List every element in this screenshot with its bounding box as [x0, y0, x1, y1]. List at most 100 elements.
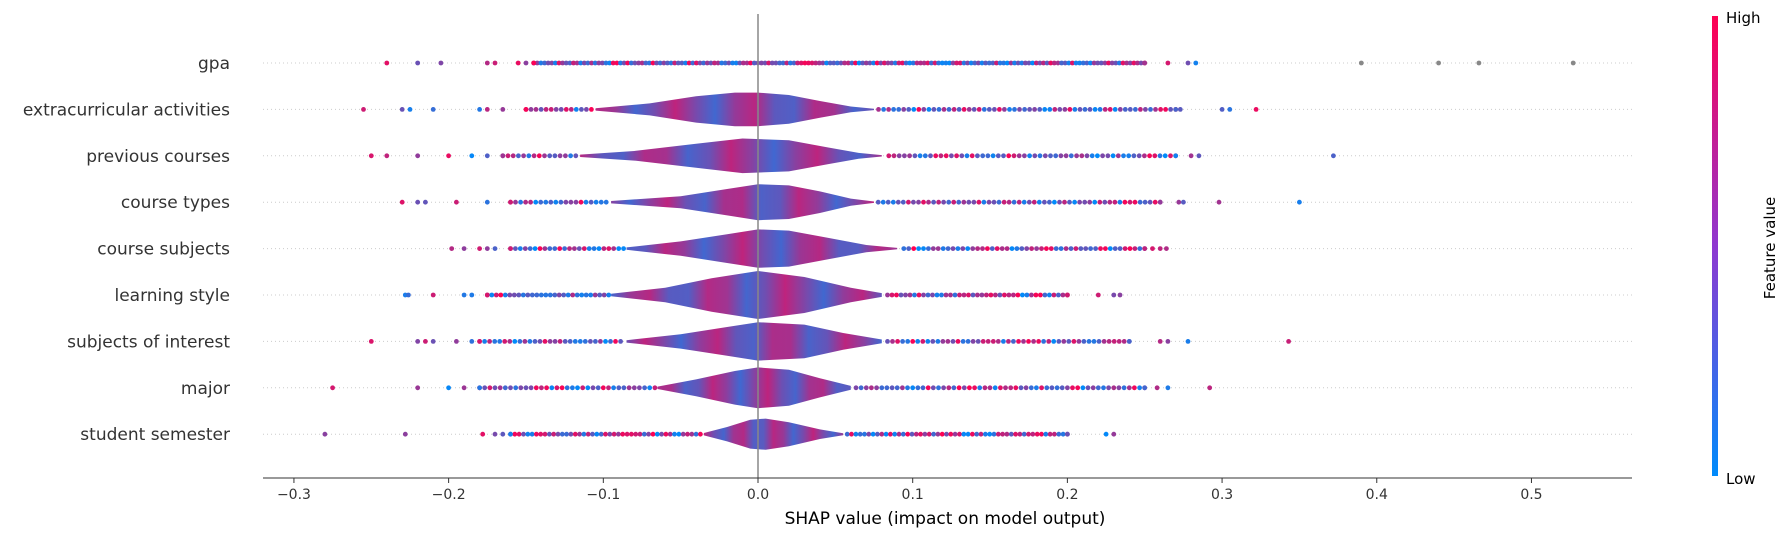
- feature-label: course subjects: [97, 240, 230, 260]
- shap-point: [1073, 60, 1079, 66]
- shap-point: [1009, 246, 1015, 252]
- shap-point: [1052, 199, 1057, 205]
- shap-point: [997, 292, 1003, 298]
- shap-point: [780, 60, 786, 66]
- x-tick-label: 0.1: [902, 487, 924, 503]
- shap-point: [777, 60, 782, 66]
- shap-point: [1017, 107, 1022, 112]
- shap-point: [1107, 199, 1113, 205]
- shap-point: [1115, 153, 1121, 159]
- shap-point: [1021, 199, 1027, 205]
- shap-point: [553, 60, 558, 66]
- shap-point: [1066, 60, 1072, 66]
- shap-point: [1331, 153, 1336, 159]
- x-tick-label: −0.1: [586, 487, 620, 503]
- shap-point: [631, 385, 637, 391]
- shap-point: [888, 431, 893, 437]
- shap-point: [528, 199, 533, 205]
- shap-point: [902, 153, 907, 159]
- shap-point: [863, 385, 869, 391]
- shap-point: [1111, 339, 1117, 344]
- shap-point: [1193, 60, 1199, 66]
- violin-shape: [626, 229, 898, 268]
- shap-point: [1051, 292, 1057, 298]
- shap-point: [939, 431, 945, 437]
- x-tick-label: 0.2: [1056, 487, 1078, 503]
- shap-point: [1131, 60, 1137, 66]
- feature-label: major: [181, 379, 230, 399]
- shap-point: [616, 246, 622, 252]
- shap-point: [610, 60, 616, 66]
- shap-point: [816, 60, 822, 66]
- shap-point: [560, 60, 565, 66]
- shap-point: [558, 107, 564, 112]
- shap-point: [943, 60, 949, 66]
- shap-point: [368, 153, 374, 159]
- shap-point: [551, 431, 557, 437]
- shap-point: [911, 246, 917, 252]
- shap-point: [910, 385, 916, 391]
- shap-point: [911, 199, 916, 205]
- shap-point: [1015, 292, 1021, 298]
- shap-point: [1027, 107, 1032, 112]
- shap-point: [930, 246, 936, 252]
- shap-point: [564, 385, 570, 391]
- shap-point: [484, 292, 490, 298]
- shap-point: [1073, 246, 1079, 252]
- shap-point: [1135, 60, 1140, 66]
- shap-point: [454, 339, 459, 344]
- shap-point: [583, 199, 589, 205]
- shap-point: [889, 60, 894, 66]
- shap-point: [562, 339, 568, 344]
- shap-point: [916, 107, 922, 112]
- shap-point: [1107, 107, 1113, 112]
- shap-point: [513, 385, 519, 391]
- shap-point: [1046, 339, 1052, 344]
- shap-point: [1006, 153, 1012, 159]
- shap-point: [900, 339, 905, 344]
- shap-point: [751, 60, 757, 66]
- shap-point: [926, 107, 932, 112]
- shap-point: [737, 60, 743, 66]
- shap-point: [896, 153, 902, 159]
- shap-point: [715, 60, 721, 66]
- shap-point: [1016, 199, 1022, 205]
- shap-point: [502, 292, 508, 298]
- shap-point: [547, 339, 553, 344]
- shap-point: [561, 292, 567, 298]
- shap-point: [906, 199, 911, 205]
- shap-point: [1026, 431, 1031, 437]
- shap-point: [430, 292, 436, 298]
- shap-point: [1095, 153, 1100, 159]
- shap-point: [1147, 153, 1152, 159]
- shap-point: [498, 292, 504, 298]
- shap-point: [965, 339, 971, 344]
- shap-point: [1026, 60, 1032, 66]
- shap-point: [1120, 60, 1126, 66]
- shap-point: [594, 431, 600, 437]
- shap-point: [898, 292, 904, 298]
- shap-point: [1102, 60, 1108, 66]
- shap-point: [980, 153, 986, 159]
- shap-point: [556, 60, 562, 66]
- shap-point: [592, 292, 598, 298]
- shap-point: [637, 385, 642, 391]
- violin-shape: [595, 92, 874, 127]
- shap-point: [1106, 339, 1112, 344]
- shap-point: [588, 339, 593, 344]
- shap-point: [950, 339, 956, 344]
- shap-point: [567, 246, 572, 252]
- shap-point: [857, 431, 863, 437]
- shap-point: [930, 292, 935, 298]
- shap-point: [876, 107, 881, 112]
- shap-point: [626, 385, 632, 391]
- shap-point: [985, 153, 991, 159]
- feature-label: gpa: [198, 54, 230, 74]
- shap-point: [935, 339, 941, 344]
- shap-point: [935, 431, 941, 437]
- shap-point: [982, 385, 988, 391]
- shap-point: [991, 431, 997, 437]
- shap-point: [1037, 153, 1043, 159]
- shap-point: [994, 60, 999, 66]
- shap-point: [853, 385, 859, 391]
